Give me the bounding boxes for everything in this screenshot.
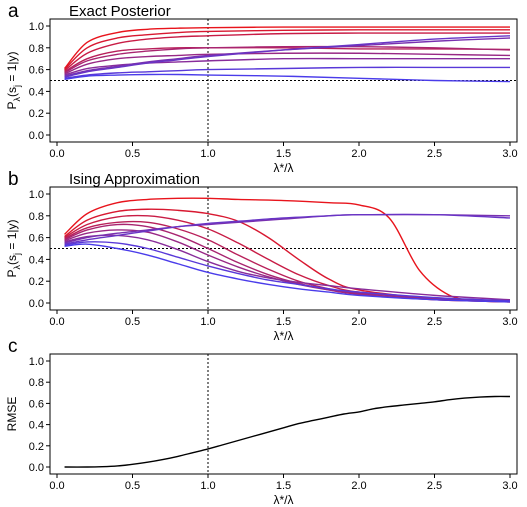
y-tick-label: 1.0 [29, 21, 44, 33]
x-axis-label: λ*/λ [273, 329, 293, 343]
series-line-8 [64, 213, 511, 245]
y-axis-label: Pλ(sj = 1|y) [5, 52, 22, 110]
x-tick-label: 1.0 [200, 148, 215, 160]
series-line-9 [64, 241, 511, 302]
y-axis-label-part: (s [5, 87, 19, 97]
series-line-4 [64, 223, 511, 303]
y-tick-label: 0.0 [29, 130, 44, 142]
series-line-6 [64, 57, 510, 76]
x-tick-label: 3.0 [502, 316, 517, 328]
series-line-5 [64, 229, 511, 302]
panel-a: a Exact Posterior 0.0 0.5 1.0 1.5 2.0 2.5 3.0 0.0… [5, 1, 518, 175]
series-group [64, 26, 511, 83]
y-axis-label-part: λ [12, 96, 22, 101]
x-tick-label: 2.5 [427, 316, 442, 328]
y-tick-label: 0.4 [29, 254, 44, 266]
y-tick-label: 0.0 [29, 298, 44, 310]
y-axis-label-part: = 1|y) [5, 52, 19, 85]
series-line-0 [64, 395, 511, 468]
y-tick-label: 0.2 [29, 441, 44, 453]
panel-b: b Ising Approximation 0.0 0.5 1.0 1.5 2.0 2.5 3.… [5, 169, 518, 343]
y-tick-label: 0.8 [29, 43, 44, 55]
x-axis-label: λ*/λ [273, 493, 293, 507]
y-axis-label-part: j [12, 253, 22, 256]
series-group [64, 197, 511, 303]
x-tick-label: 2.5 [427, 480, 442, 492]
x-tick-label: 0.0 [49, 148, 64, 160]
panel-letter: c [8, 336, 18, 357]
y-tick-label: 0.6 [29, 398, 44, 410]
panel-letter: b [8, 169, 19, 190]
x-tick-label: 1.5 [276, 480, 291, 492]
panel-title: Ising Approximation [69, 171, 200, 188]
series-line-2 [64, 32, 510, 72]
series-line-7 [64, 37, 511, 77]
x-tick-label: 1.0 [200, 316, 215, 328]
x-tick-label: 1.5 [276, 316, 291, 328]
series-line-0 [64, 197, 511, 303]
x-tick-label: 2.0 [351, 316, 366, 328]
y-tick-label: 0.6 [29, 233, 44, 245]
x-tick-label: 0.5 [125, 480, 140, 492]
y-tick-label: 0.4 [29, 86, 44, 98]
series-line-8 [64, 35, 511, 78]
panel-letter: a [8, 1, 19, 22]
x-tick-label: 1.5 [276, 148, 291, 160]
panel-c: c 0.0 0.5 1.0 1.5 2.0 2.5 3.0 0.0 0.2 0.4 0.6 0.8 1.0… [5, 336, 518, 507]
x-tick-label: 0.5 [125, 148, 140, 160]
series-line-1 [64, 29, 510, 71]
y-tick-label: 0.2 [29, 108, 44, 120]
x-tick-label: 2.5 [427, 148, 442, 160]
y-tick-label: 1.0 [29, 356, 44, 368]
series-line-7 [64, 213, 511, 244]
x-tick-label: 0.0 [49, 480, 64, 492]
series-line-9 [64, 66, 510, 80]
y-axis-label: Pλ(sj = 1|y) [5, 220, 22, 278]
x-tick-label: 3.0 [502, 480, 517, 492]
x-tick-label: 0.5 [125, 316, 140, 328]
series-line-4 [64, 45, 511, 74]
y-axis-label-part: j [12, 85, 22, 88]
series-group [64, 395, 511, 468]
series-line-10 [64, 73, 511, 83]
y-axis-label-part: RMSE [5, 397, 19, 432]
x-tick-label: 2.0 [351, 148, 366, 160]
x-tick-label: 1.0 [200, 480, 215, 492]
y-tick-label: 1.0 [29, 189, 44, 201]
panel-title: Exact Posterior [69, 3, 171, 20]
y-axis-label-part: P [5, 101, 19, 109]
series-line-5 [64, 52, 511, 75]
y-axis-label-part: λ [12, 264, 22, 269]
y-tick-label: 0.4 [29, 420, 44, 432]
y-tick-label: 0.6 [29, 65, 44, 77]
y-tick-label: 0.2 [29, 276, 44, 288]
series-line-10 [64, 243, 511, 303]
y-axis-label-part: P [5, 269, 19, 277]
y-tick-label: 0.8 [29, 377, 44, 389]
x-tick-label: 3.0 [502, 148, 517, 160]
y-axis-label: RMSE [5, 397, 19, 432]
y-axis-label-part: = 1|y) [5, 220, 19, 253]
y-axis-label-part: (s [5, 255, 19, 265]
x-tick-label: 2.0 [351, 480, 366, 492]
y-tick-label: 0.0 [29, 462, 44, 474]
y-tick-label: 0.8 [29, 211, 44, 223]
plot-frame [49, 353, 518, 475]
x-tick-label: 0.0 [49, 316, 64, 328]
x-axis-label: λ*/λ [273, 161, 293, 175]
series-line-0 [64, 26, 510, 69]
